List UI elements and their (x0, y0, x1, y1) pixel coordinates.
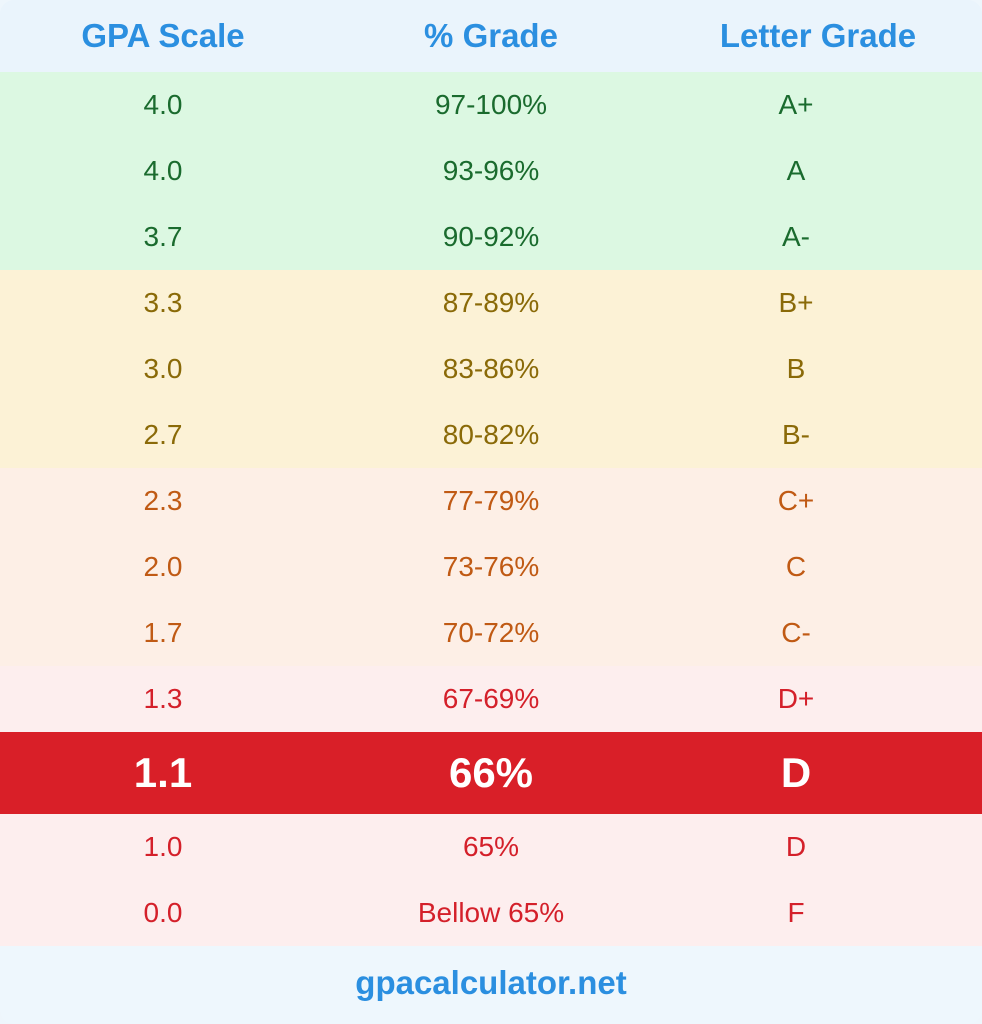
gpa-cell: 2.3 (143, 485, 183, 516)
table-row: 3.0 83-86% B (0, 336, 982, 402)
gpa-cell: 1.0 (143, 831, 183, 862)
percent-cell: 77-79% (442, 485, 540, 516)
percent-cell: 83-86% (442, 353, 540, 384)
gpa-cell: 3.0 (143, 353, 183, 384)
table-row: 1.0 65% D (0, 814, 982, 880)
percent-cell: 67-69% (442, 683, 540, 714)
table-row: 1.7 70-72% C- (0, 600, 982, 666)
gpa-cell: 4.0 (143, 89, 183, 120)
gpa-cell: 0.0 (143, 897, 183, 928)
percent-cell: 80-82% (442, 419, 540, 450)
gpa-cell: 1.1 (133, 749, 193, 796)
percent-cell: 70-72% (442, 617, 540, 648)
site-name: gpacalculator.net (355, 964, 627, 1001)
percent-cell: Bellow 65% (417, 897, 565, 928)
table-row: 3.3 87-89% B+ (0, 270, 982, 336)
gpa-cell: 2.7 (143, 419, 183, 450)
letter-cell: F (787, 897, 805, 928)
table-row: 2.0 73-76% C (0, 534, 982, 600)
letter-cell: C+ (777, 485, 815, 516)
gpa-cell: 1.3 (143, 683, 183, 714)
table-row: 1.3 67-69% D+ (0, 666, 982, 732)
table-header: GPA Scale % Grade Letter Grade (0, 0, 982, 72)
table-row: 4.0 93-96% A (0, 138, 982, 204)
percent-cell: 97-100% (434, 89, 548, 120)
letter-cell: B (786, 353, 806, 384)
table-body: 4.0 97-100% A+ 4.0 93-96% A 3.7 90-92% A- 3.3 87-8… (0, 72, 982, 946)
header-percent-grade: % Grade (424, 17, 558, 54)
gpa-cell: 2.0 (143, 551, 183, 582)
letter-cell: C- (781, 617, 811, 648)
letter-cell: D (780, 749, 812, 796)
table-row: 2.3 77-79% C+ (0, 468, 982, 534)
percent-cell: 93-96% (442, 155, 540, 186)
letter-cell: A- (782, 221, 810, 252)
letter-cell: B+ (778, 287, 814, 318)
table-row-highlighted: 1.1 66% D (0, 732, 982, 814)
letter-cell: A+ (778, 89, 814, 120)
table-row: 2.7 80-82% B- (0, 402, 982, 468)
gpa-cell: 3.3 (143, 287, 183, 318)
letter-cell: D (785, 831, 807, 862)
letter-cell: D+ (777, 683, 815, 714)
gpa-cell: 3.7 (143, 221, 183, 252)
table-row: 3.7 90-92% A- (0, 204, 982, 270)
table-row: 4.0 97-100% A+ (0, 72, 982, 138)
gpa-cell: 1.7 (143, 617, 183, 648)
percent-cell: 65% (462, 831, 520, 862)
footer: gpacalculator.net (0, 942, 982, 1024)
letter-cell: B- (782, 419, 810, 450)
letter-cell: A (786, 155, 806, 186)
gpa-cell: 4.0 (143, 155, 183, 186)
header-gpa-scale: GPA Scale (81, 17, 245, 54)
table-row: 0.0 Bellow 65% F (0, 880, 982, 946)
percent-cell: 73-76% (442, 551, 540, 582)
letter-cell: C (785, 551, 807, 582)
percent-cell: 66% (448, 749, 534, 796)
percent-cell: 87-89% (442, 287, 540, 318)
header-letter-grade: Letter Grade (719, 17, 917, 54)
percent-cell: 90-92% (442, 221, 540, 252)
